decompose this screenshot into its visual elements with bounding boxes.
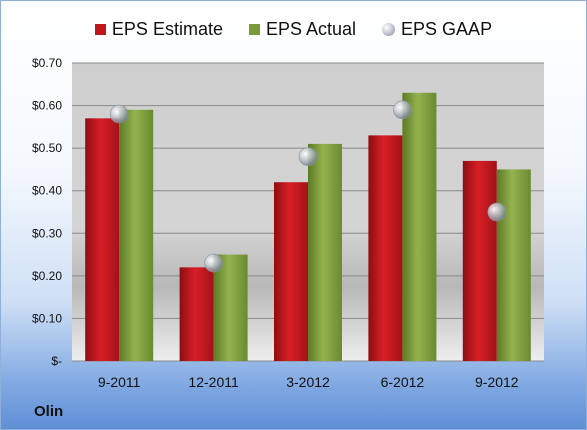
legend-swatch-estimate — [94, 24, 106, 35]
legend-label-actual: EPS Actual — [265, 19, 357, 39]
x-tick-label: 12-2011 — [188, 374, 239, 390]
bars — [85, 92, 531, 362]
y-tick-label: $0.40 — [32, 184, 62, 198]
bar-eps-estimate — [462, 160, 497, 361]
y-tick-label: $0.60 — [32, 99, 62, 113]
marker-eps-gaap — [487, 202, 507, 222]
y-tick-label: $0.30 — [32, 226, 62, 240]
bar-eps-estimate — [179, 267, 214, 361]
legend-swatch-gaap — [382, 23, 396, 36]
x-tick-label: 3-2012 — [286, 374, 330, 390]
bar-eps-actual — [119, 109, 154, 361]
bar-eps-estimate — [85, 118, 120, 361]
legend-item-actual: EPS Actual — [248, 19, 357, 40]
legend-label-estimate: EPS Estimate — [111, 19, 223, 39]
y-tick-label: $0.10 — [32, 311, 62, 325]
y-tick-label: $- — [51, 354, 62, 368]
marker-eps-gaap — [109, 104, 129, 124]
x-tick-label: 6-2012 — [381, 374, 425, 390]
bar-eps-actual — [402, 92, 437, 362]
legend-item-estimate: EPS Estimate — [94, 19, 223, 40]
marker-eps-gaap — [393, 100, 412, 120]
x-tick-label: 9-2011 — [98, 374, 141, 390]
bar-eps-actual — [496, 169, 531, 361]
legend-label-gaap: EPS GAAP — [401, 19, 493, 39]
x-axis-ticks: 9-2011 12-2011 3-2012 6-2012 9-2012 — [98, 374, 519, 390]
y-tick-label: $0.50 — [32, 141, 62, 155]
bar-eps-actual — [213, 254, 248, 361]
x-tick-label: 9-2012 — [475, 374, 519, 390]
bar-eps-actual — [308, 143, 342, 361]
y-tick-label: $0.70 — [32, 56, 62, 70]
legend: EPS Estimate EPS Actual EPS GAAP — [1, 19, 586, 40]
legend-item-gaap: EPS GAAP — [382, 19, 492, 40]
marker-eps-gaap — [298, 147, 318, 166]
y-axis-ticks: $- $0.10 $0.20 $0.30 $0.40 $0.50 $0.60 $0.70 — [32, 56, 62, 368]
bar-eps-estimate — [274, 182, 308, 361]
y-tick-label: $0.20 — [32, 269, 62, 283]
bar-eps-estimate — [368, 135, 403, 361]
company-name: Olin — [34, 403, 64, 420]
marker-eps-gaap — [204, 253, 223, 273]
legend-swatch-actual — [248, 24, 260, 35]
